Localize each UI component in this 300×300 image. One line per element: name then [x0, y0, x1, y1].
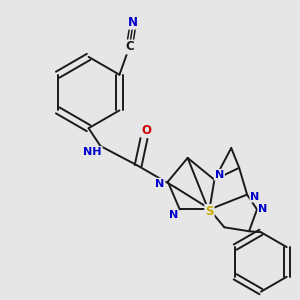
Text: N: N	[258, 204, 268, 214]
Text: C: C	[125, 40, 134, 53]
Text: N: N	[215, 170, 224, 180]
Text: N: N	[250, 192, 260, 202]
Text: S: S	[205, 205, 214, 218]
Text: N: N	[169, 210, 178, 220]
Text: O: O	[141, 124, 151, 137]
Text: N: N	[128, 16, 138, 29]
Text: NH: NH	[83, 147, 102, 157]
Text: N: N	[155, 179, 164, 189]
